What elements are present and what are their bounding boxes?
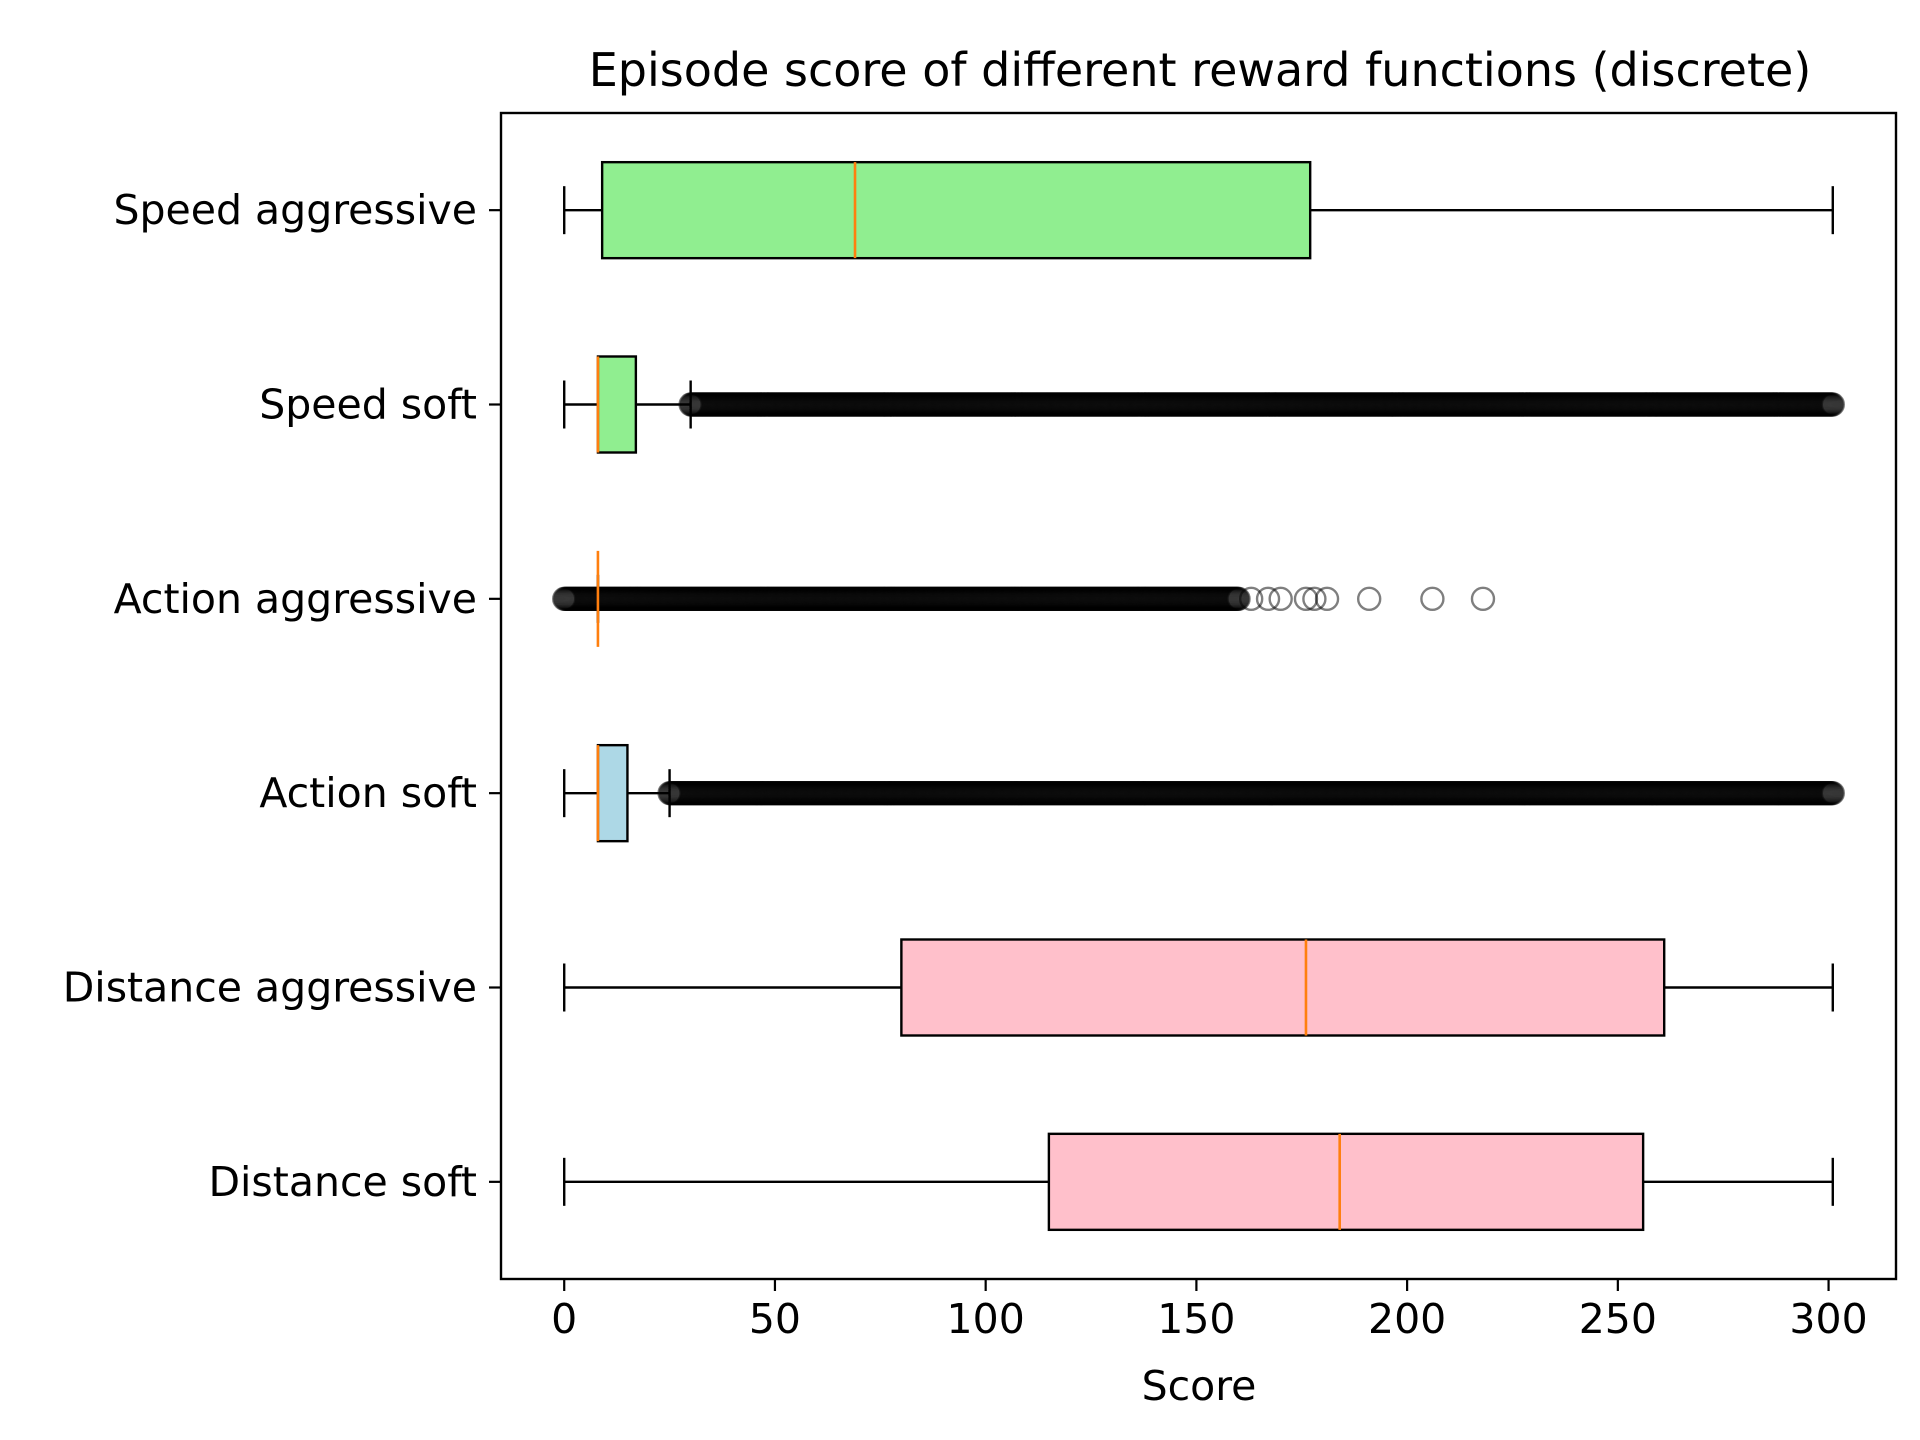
box-iqr: [900, 938, 1666, 1037]
x-tick-label: 50: [749, 1295, 801, 1343]
plot-area: [552, 160, 1845, 1232]
flier-point: [1470, 586, 1496, 612]
y-tick-label: Distance aggressive: [63, 964, 477, 1012]
flier-point: [1420, 586, 1445, 612]
y-axis: Speed aggressive Speed soft Action aggress…: [63, 186, 501, 1206]
flier-point: [1238, 586, 1264, 612]
box-group-2: [552, 550, 1496, 647]
x-tick-label: 200: [1368, 1295, 1446, 1343]
flier-point: [1820, 392, 1845, 417]
flier-point: [1356, 586, 1382, 612]
flier-point: [1268, 586, 1293, 612]
box-group-0: [563, 160, 1834, 260]
flier-point: [1820, 780, 1845, 806]
x-tick-label: 0: [551, 1295, 577, 1343]
box-iqr: [600, 160, 1312, 260]
box-iqr: [1047, 1132, 1645, 1232]
box-iqr: [596, 355, 638, 454]
box-iqr: [596, 743, 629, 843]
y-tick-label: Distance soft: [208, 1158, 477, 1206]
x-axis-label: Score: [1142, 1362, 1257, 1410]
x-axis: 0 50 100 150 200 250 300: [551, 1279, 1868, 1343]
box-group-4: [563, 938, 1834, 1037]
x-tick-label: 150: [1157, 1295, 1235, 1343]
x-tick-label: 100: [947, 1295, 1025, 1343]
y-tick-label: Speed soft: [259, 381, 477, 429]
flier-point: [1226, 586, 1251, 612]
box-group-3: [563, 743, 1845, 843]
box-group-1: [563, 355, 1845, 454]
flier-point: [1314, 586, 1340, 612]
y-tick-label: Action aggressive: [114, 575, 477, 623]
y-tick-label: Speed aggressive: [113, 186, 477, 234]
flier-point: [1302, 586, 1327, 612]
chart-title: Episode score of different reward functi…: [589, 43, 1812, 97]
x-tick-label: 250: [1579, 1295, 1657, 1343]
y-tick-label: Action soft: [259, 769, 477, 817]
x-tick-label: 300: [1789, 1295, 1867, 1343]
axes-frame: [499, 111, 1898, 1281]
box-group-5: [563, 1132, 1834, 1232]
flier-point: [1255, 586, 1281, 612]
